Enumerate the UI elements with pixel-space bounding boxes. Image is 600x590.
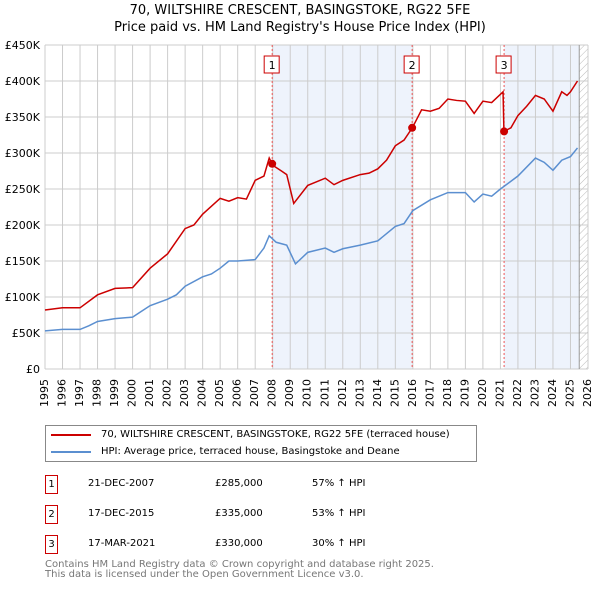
x-tick-label: 2001 <box>143 379 156 407</box>
transaction-hpi: 53% ↑ HPI <box>312 508 366 519</box>
x-tick-label: 2004 <box>196 379 209 407</box>
y-tick-label: £250K <box>5 183 41 196</box>
y-tick-label: £0 <box>26 363 40 376</box>
x-tick-label: 2019 <box>458 379 471 407</box>
x-tick-label: 2003 <box>178 379 191 407</box>
footer-copyright: Contains HM Land Registry data © Crown c… <box>45 559 434 570</box>
legend-hpi: HPI: Average price, terraced house, Basi… <box>101 446 400 457</box>
sale-label: 2 <box>409 59 416 72</box>
x-tick-label: 2021 <box>493 379 506 407</box>
legend: 70, WILTSHIRE CRESCENT, BASINGSTOKE, RG2… <box>45 425 477 462</box>
x-tick-label: 2026 <box>581 379 594 407</box>
transaction-price: £330,000 <box>215 538 263 549</box>
y-tick-label: £350K <box>5 111 41 124</box>
transaction-row: 2 17-DEC-2015 £335,000 53% ↑ HPI <box>45 505 445 525</box>
x-tick-label: 1999 <box>108 379 121 407</box>
sale-point <box>408 123 417 132</box>
sale-label-box <box>263 55 280 74</box>
shaded-period <box>272 45 413 369</box>
legend-red-line <box>51 433 91 436</box>
x-tick-label: 2022 <box>511 379 524 407</box>
x-tick-label: 1997 <box>73 379 86 407</box>
x-tick-label: 2012 <box>336 379 349 407</box>
x-tick-label: 2018 <box>441 379 454 407</box>
x-tick-label: 2011 <box>318 379 331 407</box>
sale-label-box <box>403 55 420 74</box>
property-price-line <box>44 80 579 311</box>
sale-label-box <box>495 55 512 74</box>
x-tick-label: 2002 <box>161 379 174 407</box>
y-tick-label: £150K <box>5 255 41 268</box>
x-tick-label: 2024 <box>546 379 559 407</box>
legend-blue-line <box>51 450 91 453</box>
x-tick-label: 2017 <box>423 379 436 407</box>
x-tick-label: 2005 <box>213 379 226 407</box>
y-tick-label: £300K <box>5 147 41 160</box>
marker-badge: 3 <box>45 535 58 554</box>
x-tick-label: 2016 <box>406 379 419 407</box>
legend-property: 70, WILTSHIRE CRESCENT, BASINGSTOKE, RG2… <box>101 429 450 440</box>
transaction-date: 17-DEC-2015 <box>88 508 155 519</box>
marker-badge: 1 <box>45 475 58 494</box>
x-tick-label: 2009 <box>283 379 296 407</box>
x-tick-label: 2008 <box>266 379 279 407</box>
marker-badge: 2 <box>45 505 58 524</box>
y-tick-label: £50K <box>12 327 41 340</box>
hpi-line <box>44 147 579 332</box>
y-tick-label: £200K <box>5 219 41 232</box>
transaction-row: 3 17-MAR-2021 £330,000 30% ↑ HPI <box>45 535 445 555</box>
x-tick-label: 2013 <box>353 379 366 407</box>
price-chart: 1995 1996 1997 1998 1999 2000 2001 2002 2003 2004… <box>5 39 594 407</box>
x-tick-label: 2015 <box>388 379 401 407</box>
x-tick-label: 2023 <box>528 379 541 407</box>
y-tick-label: £400K <box>5 75 41 88</box>
x-tick-label: 1996 <box>56 379 69 407</box>
sale-label: 3 <box>501 59 508 72</box>
x-tick-label: 2000 <box>126 379 139 407</box>
transaction-hpi: 30% ↑ HPI <box>312 538 366 549</box>
chart-title: 70, WILTSHIRE CRESCENT, BASINGSTOKE, RG2… <box>129 3 471 18</box>
shaded-period <box>504 45 580 369</box>
sale-label: 1 <box>269 59 276 72</box>
transaction-date: 21-DEC-2007 <box>88 478 155 489</box>
transaction-date: 17-MAR-2021 <box>88 538 156 549</box>
x-tick-label: 1998 <box>91 379 104 407</box>
x-tick-label: 2020 <box>476 379 489 407</box>
footer-licence: This data is licensed under the Open Gov… <box>45 569 364 580</box>
chart-subtitle: Price paid vs. HM Land Registry's House … <box>114 20 486 35</box>
sale-point <box>500 127 509 136</box>
y-tick-label: £100K <box>5 291 41 304</box>
transaction-hpi: 57% ↑ HPI <box>312 478 366 489</box>
forecast-hatch <box>579 45 588 369</box>
transaction-row: 1 21-DEC-2007 £285,000 57% ↑ HPI <box>45 475 445 495</box>
sale-point <box>268 159 277 168</box>
transaction-price: £335,000 <box>215 508 263 519</box>
transaction-price: £285,000 <box>215 478 263 489</box>
x-tick-label: 2010 <box>301 379 314 407</box>
y-tick-label: £450K <box>5 39 41 52</box>
x-tick-label: 2025 <box>563 379 576 407</box>
x-tick-label: 2006 <box>231 379 244 407</box>
x-tick-label: 2007 <box>248 379 261 407</box>
x-tick-label: 1995 <box>38 379 51 407</box>
x-tick-label: 2014 <box>371 379 384 407</box>
footer: Contains HM Land Registry data © Crown c… <box>45 560 434 580</box>
